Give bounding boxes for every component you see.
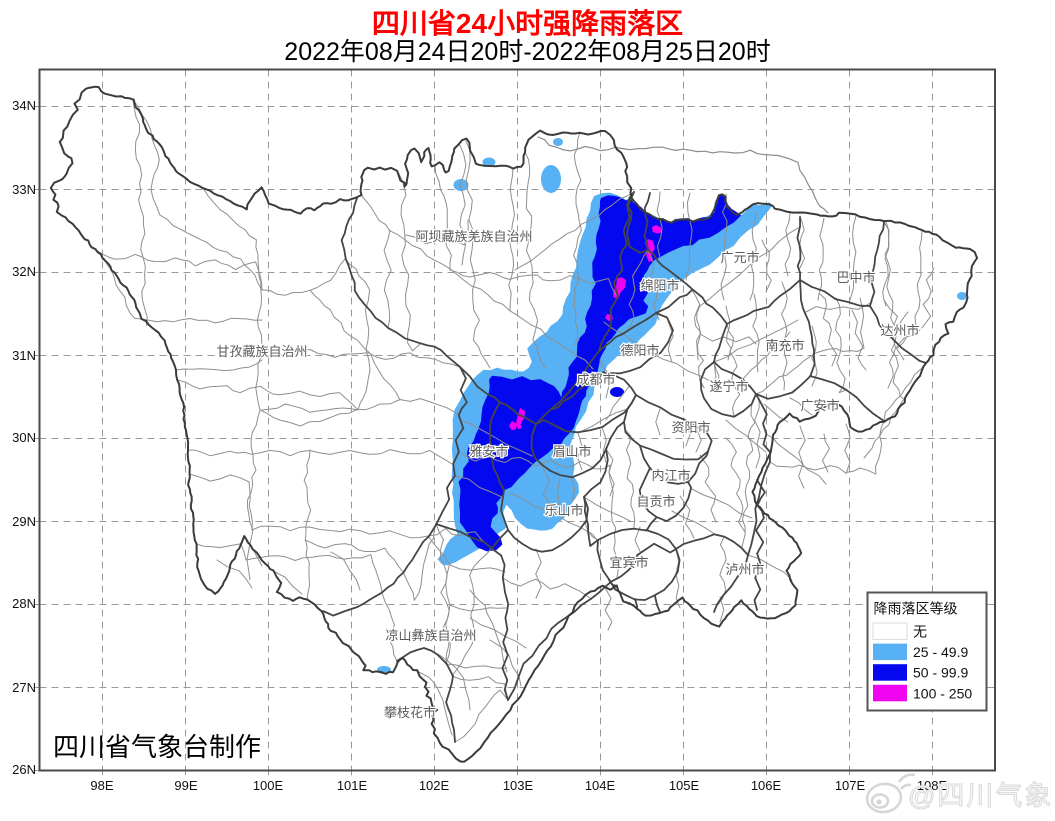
- svg-text:103E: 103E: [503, 778, 534, 793]
- svg-text:德阳市: 德阳市: [620, 343, 659, 358]
- svg-text:雅安市: 雅安市: [469, 444, 508, 459]
- svg-text:凉山彝族自治州: 凉山彝族自治州: [385, 628, 476, 643]
- svg-text:广元市: 广元市: [720, 250, 759, 265]
- svg-text:@四川气象: @四川气象: [908, 781, 1053, 811]
- svg-text:遂宁市: 遂宁市: [709, 379, 748, 394]
- svg-text:100 - 250: 100 - 250: [913, 685, 972, 701]
- svg-text:广安市: 广安市: [800, 398, 839, 413]
- svg-text:104E: 104E: [585, 778, 616, 793]
- svg-text:巴中市: 巴中市: [836, 270, 875, 285]
- svg-text:成都市: 成都市: [576, 372, 615, 387]
- svg-text:33N: 33N: [12, 182, 36, 197]
- svg-text:降雨落区等级: 降雨落区等级: [874, 601, 958, 617]
- svg-text:29N: 29N: [12, 514, 36, 529]
- svg-text:阿坝藏族羌族自治州: 阿坝藏族羌族自治州: [415, 229, 532, 244]
- svg-text:攀枝花市: 攀枝花市: [384, 705, 436, 720]
- svg-text:26N: 26N: [12, 762, 36, 777]
- svg-text:达州市: 达州市: [880, 323, 919, 338]
- svg-text:107E: 107E: [835, 778, 866, 793]
- svg-text:100E: 100E: [253, 778, 284, 793]
- svg-text:25 - 49.9: 25 - 49.9: [913, 644, 968, 660]
- svg-text:105E: 105E: [669, 778, 700, 793]
- svg-text:南充市: 南充市: [765, 338, 804, 353]
- svg-text:无: 无: [913, 624, 927, 640]
- svg-text:32N: 32N: [12, 264, 36, 279]
- svg-text:27N: 27N: [12, 680, 36, 695]
- svg-text:31N: 31N: [12, 348, 36, 363]
- svg-text:泸州市: 泸州市: [725, 562, 764, 577]
- svg-text:106E: 106E: [751, 778, 782, 793]
- svg-text:内江市: 内江市: [651, 468, 690, 483]
- svg-text:绵阳市: 绵阳市: [640, 278, 679, 293]
- svg-text:102E: 102E: [419, 778, 450, 793]
- svg-text:30N: 30N: [12, 430, 36, 445]
- svg-text:108E: 108E: [917, 778, 948, 793]
- svg-text:34N: 34N: [12, 98, 36, 113]
- svg-text:自贡市: 自贡市: [636, 494, 675, 509]
- svg-text:50 - 99.9: 50 - 99.9: [913, 665, 968, 681]
- svg-text:101E: 101E: [337, 778, 368, 793]
- svg-text:99E: 99E: [174, 778, 197, 793]
- svg-text:宜宾市: 宜宾市: [609, 555, 648, 570]
- svg-text:98E: 98E: [90, 778, 113, 793]
- svg-text:眉山市: 眉山市: [552, 444, 591, 459]
- svg-text:资阳市: 资阳市: [671, 420, 710, 435]
- svg-text:甘孜藏族自治州: 甘孜藏族自治州: [216, 344, 307, 359]
- svg-text:28N: 28N: [12, 596, 36, 611]
- svg-text:乐山市: 乐山市: [544, 503, 583, 518]
